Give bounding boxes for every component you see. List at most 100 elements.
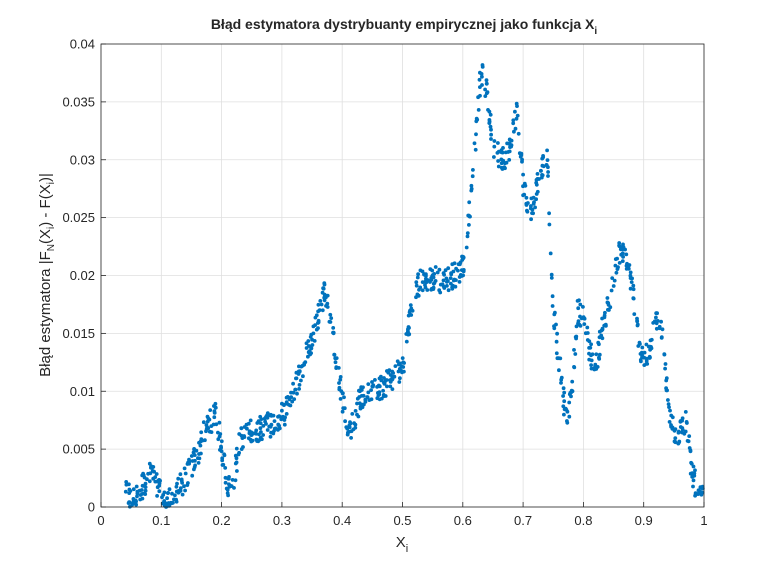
data-point [257, 438, 261, 443]
data-point [197, 456, 202, 461]
data-point [663, 366, 667, 371]
data-point [309, 346, 314, 351]
data-point [313, 323, 317, 327]
data-point [337, 385, 342, 390]
data-point [398, 361, 402, 366]
data-point [666, 402, 671, 406]
data-point [561, 404, 566, 409]
data-point [511, 118, 516, 123]
data-point [501, 158, 506, 163]
data-point [485, 90, 490, 95]
data-point [547, 222, 552, 227]
data-point [435, 270, 440, 275]
data-point [567, 414, 572, 419]
data-point [124, 482, 129, 487]
x-tick-label: 0.6 [454, 513, 472, 528]
data-point [558, 356, 563, 361]
data-point [663, 362, 668, 366]
y-tick-label: 0.025 [62, 210, 95, 225]
data-point [179, 478, 184, 483]
data-point [471, 168, 475, 172]
data-point [174, 499, 179, 504]
data-point [379, 374, 383, 379]
data-point [220, 456, 225, 461]
data-point [448, 276, 453, 280]
data-point [331, 331, 336, 336]
data-point [218, 448, 222, 452]
data-point [150, 469, 155, 473]
data-point [162, 499, 167, 503]
data-point [185, 483, 190, 487]
data-point [666, 398, 670, 402]
data-point [667, 405, 671, 409]
data-point [550, 304, 555, 308]
data-point [534, 178, 539, 182]
data-point [668, 408, 672, 413]
data-point [212, 415, 217, 420]
data-point [554, 339, 559, 344]
data-point [261, 433, 265, 437]
data-point [318, 299, 323, 303]
y-tick-label: 0.02 [70, 268, 95, 283]
data-point [504, 160, 509, 165]
data-point [513, 126, 518, 131]
data-point [640, 353, 644, 358]
data-point [274, 426, 278, 431]
data-point [131, 487, 136, 492]
data-point [664, 386, 668, 391]
data-point [635, 316, 639, 321]
data-point [492, 144, 497, 149]
data-point [631, 296, 636, 301]
data-point [304, 341, 309, 346]
data-point [373, 378, 377, 382]
data-point [148, 471, 153, 476]
data-point [552, 324, 556, 328]
data-point [689, 461, 694, 466]
data-point [600, 336, 605, 341]
data-point [284, 400, 289, 404]
data-point [582, 316, 587, 321]
data-point [233, 478, 238, 483]
data-point [170, 491, 174, 496]
data-point [589, 358, 594, 363]
data-point [492, 139, 497, 143]
data-point [636, 344, 641, 348]
data-point [603, 310, 607, 315]
data-point [449, 281, 453, 286]
data-point [676, 430, 681, 435]
data-point [162, 490, 167, 495]
x-tick-label: 0 [97, 513, 104, 528]
y-tick-label: 0.04 [70, 37, 95, 52]
data-point [393, 364, 398, 368]
data-point [467, 223, 471, 227]
data-point [642, 355, 647, 360]
data-point [141, 471, 146, 476]
data-point [480, 65, 485, 69]
data-point [272, 419, 277, 423]
x-tick-label: 0.5 [393, 513, 411, 528]
data-point [213, 405, 218, 410]
data-point [683, 410, 688, 414]
data-point [301, 374, 305, 379]
data-point [698, 489, 702, 493]
data-point [562, 399, 567, 404]
data-point [328, 312, 333, 317]
data-point [325, 293, 330, 298]
data-point [700, 484, 705, 489]
data-point [415, 292, 420, 297]
data-point [306, 354, 310, 359]
data-point [189, 454, 194, 458]
data-point [173, 493, 177, 498]
data-point [617, 243, 621, 248]
data-point [573, 335, 578, 339]
data-point [445, 280, 449, 284]
data-point [649, 337, 654, 342]
data-point [446, 266, 451, 271]
data-point [420, 288, 425, 293]
data-point [461, 269, 466, 274]
x-tick-label: 0.1 [152, 513, 170, 528]
data-point [382, 376, 386, 380]
data-point [250, 438, 255, 443]
data-point [443, 268, 448, 273]
data-point [578, 302, 583, 307]
